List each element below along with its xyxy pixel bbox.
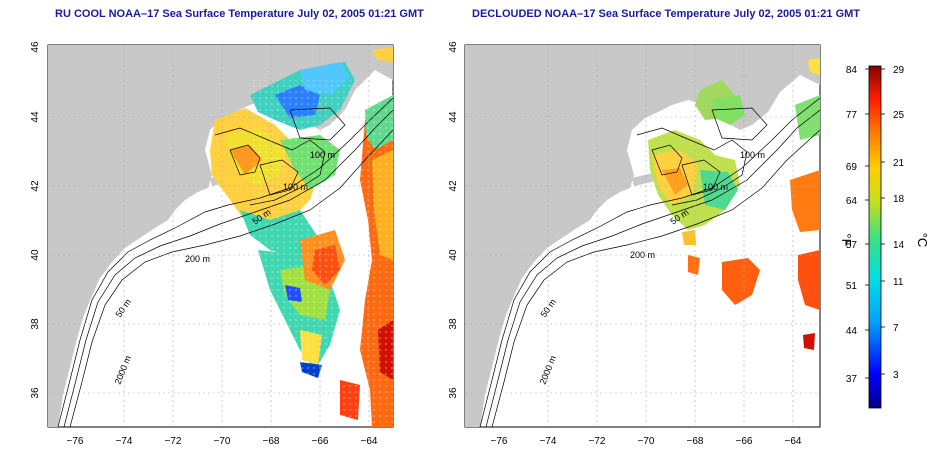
f-tick-label: 84 — [846, 65, 858, 76]
f-tick-label: 77 — [846, 110, 858, 121]
lat-tick-label: 44 — [448, 111, 459, 123]
colorbar: 84 77 69 64 57 51 44 37 29 25 21 18 14 1… — [839, 65, 930, 409]
f-tick-label: 64 — [846, 196, 858, 207]
lat-tick-label: 46 — [30, 41, 41, 53]
svg-text:100 m: 100 m — [310, 150, 335, 160]
left-lat-axis: 46 44 42 40 38 36 — [30, 41, 41, 399]
lon-tick-label: −68 — [687, 436, 704, 447]
colorbar-tick-marks — [865, 68, 885, 379]
f-tick-label: 44 — [846, 326, 858, 337]
lat-tick-label: 36 — [30, 387, 41, 399]
lat-tick-label: 42 — [448, 180, 459, 192]
lat-tick-label: 40 — [30, 249, 41, 261]
c-tick-label: 18 — [893, 194, 905, 205]
lon-tick-label: −74 — [540, 436, 557, 447]
c-tick-label: 14 — [893, 240, 905, 251]
lon-tick-label: −70 — [638, 436, 655, 447]
f-tick-label: 69 — [846, 162, 858, 173]
lon-tick-label: −72 — [165, 436, 182, 447]
colorbar-fahrenheit-label: °F — [839, 233, 854, 246]
lon-tick-label: −74 — [116, 436, 133, 447]
left-map: 100 m 100 m 50 m 200 m 50 m 2000 m — [30, 41, 394, 447]
colorbar-gradient — [868, 65, 882, 409]
c-tick-label: 21 — [893, 158, 905, 169]
lon-tick-label: −76 — [491, 436, 508, 447]
left-land — [48, 45, 393, 427]
c-tick-label: 3 — [893, 370, 899, 381]
right-land — [465, 45, 820, 427]
c-tick-label: 7 — [893, 323, 899, 334]
lat-tick-label: 38 — [30, 318, 41, 330]
lat-tick-label: 40 — [448, 249, 459, 261]
f-tick-label: 37 — [846, 374, 858, 385]
lon-tick-label: −66 — [736, 436, 753, 447]
c-tick-label: 29 — [893, 65, 905, 76]
lon-tick-label: −66 — [312, 436, 329, 447]
lon-tick-label: −68 — [263, 436, 280, 447]
colorbar-c-ticks: 29 25 21 18 14 11 7 3 — [893, 65, 905, 381]
left-map-title: RU COOL NOAA–17 Sea Surface Temperature … — [55, 8, 424, 20]
right-grid — [465, 45, 820, 427]
lon-tick-label: −72 — [589, 436, 606, 447]
left-lon-axis: −76 −74 −72 −70 −68 −66 −64 — [67, 436, 378, 447]
left-bathymetry-contours — [57, 97, 393, 427]
svg-text:100 m: 100 m — [283, 182, 308, 192]
lat-tick-label: 42 — [30, 180, 41, 192]
left-sst-field — [210, 47, 393, 427]
right-map-title: DECLOUDED NOAA–17 Sea Surface Temperatur… — [472, 8, 861, 20]
lat-tick-label: 36 — [448, 387, 459, 399]
lon-tick-label: −70 — [214, 436, 231, 447]
lat-tick-label: 44 — [30, 111, 41, 123]
c-tick-label: 25 — [893, 110, 905, 121]
right-lon-axis: −76 −74 −72 −70 −68 −66 −64 — [491, 436, 802, 447]
lon-tick-label: −64 — [361, 436, 378, 447]
c-tick-label: 11 — [893, 277, 904, 288]
right-lat-axis: 46 44 42 40 38 36 — [448, 41, 459, 399]
colorbar-f-ticks: 84 77 69 64 57 51 44 37 — [846, 65, 858, 385]
lat-tick-label: 46 — [448, 41, 459, 53]
svg-text:200 m: 200 m — [630, 250, 655, 260]
colorbar-celsius-label: °C — [915, 233, 930, 248]
svg-text:200 m: 200 m — [185, 254, 210, 264]
lon-tick-label: −64 — [785, 436, 802, 447]
svg-text:100 m: 100 m — [703, 182, 728, 192]
f-tick-label: 51 — [846, 281, 858, 292]
right-map: 100 m 100 m 50 m 200 m 50 m 2000 m — [448, 41, 821, 447]
lon-tick-label: −76 — [67, 436, 84, 447]
right-bathymetry-contours — [479, 97, 820, 427]
svg-text:100 m: 100 m — [740, 150, 765, 160]
lat-tick-label: 38 — [448, 318, 459, 330]
f-tick-label: 57 — [846, 240, 858, 251]
left-grid — [48, 45, 393, 427]
